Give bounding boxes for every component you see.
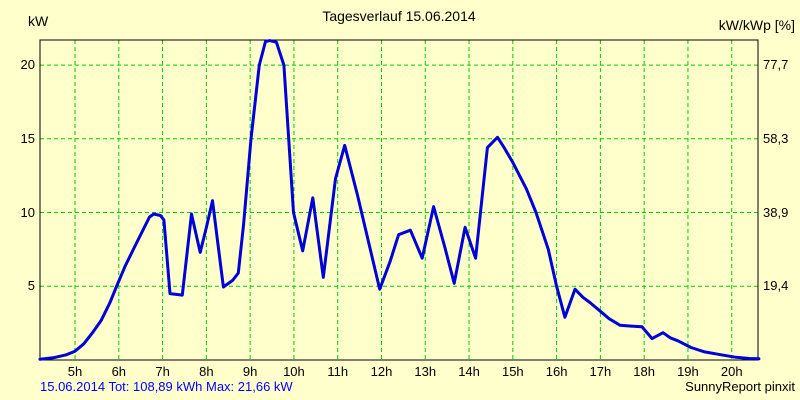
- y-axis-tick-right: 58,3: [763, 130, 789, 146]
- y-axis-tick-right: 77,7: [763, 57, 789, 73]
- y-axis-tick-left: 10: [20, 204, 35, 220]
- x-axis-tick: 11h: [327, 364, 349, 379]
- chart-title: Tagesverlauf 15.06.2014: [322, 8, 476, 24]
- right-axis-unit-label: kW/kWp [%]: [718, 17, 795, 33]
- x-axis-tick: 10h: [283, 364, 305, 379]
- x-axis-tick: 8h: [199, 364, 214, 379]
- x-axis-tick: 9h: [242, 364, 258, 379]
- x-axis-tick: 20h: [720, 364, 743, 379]
- x-axis-tick: 5h: [67, 364, 83, 379]
- y-axis-tick-right: 38,9: [763, 204, 789, 220]
- x-axis-tick: 15h: [501, 364, 524, 379]
- x-axis-tick: 13h: [414, 364, 437, 379]
- power-curve: [38, 39, 761, 361]
- x-axis-tick: 16h: [545, 364, 568, 379]
- x-axis-tick: 19h: [677, 364, 699, 379]
- x-axis-tick: 18h: [633, 364, 655, 379]
- x-axis-tick: 12h: [370, 364, 393, 379]
- y-axis-tick-left: 5: [27, 278, 35, 294]
- plot-border: [39, 39, 759, 361]
- watermark-text: SunnyReport pinxit: [685, 379, 795, 394]
- x-axis-tick: 14h: [458, 364, 480, 379]
- left-axis-unit-label: kW: [28, 13, 49, 29]
- x-axis-tick: 7h: [155, 364, 170, 379]
- y-axis-tick-left: 15: [20, 130, 35, 146]
- x-axis-tick: 17h: [589, 364, 612, 379]
- y-axis-tick-right: 19,4: [763, 278, 789, 294]
- y-axis-tick-left: 20: [20, 57, 35, 73]
- status-line: 15.06.2014 Tot: 108,89 kWh Max: 21,66 kW: [40, 379, 293, 394]
- x-axis-tick: 6h: [111, 364, 127, 379]
